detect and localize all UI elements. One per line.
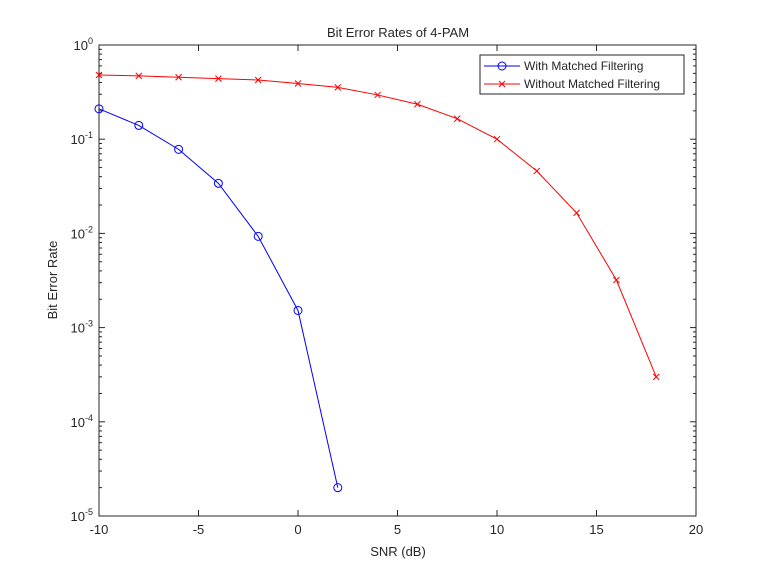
series-1-point (493, 135, 501, 143)
plot-area (98, 44, 697, 517)
series-1-point (135, 72, 143, 80)
series-0-point (174, 144, 184, 154)
series-1-point (175, 73, 182, 81)
series-1-point (374, 91, 381, 99)
x-tick-label: 0 (294, 522, 301, 537)
y-tick-label: 10-3 (71, 319, 93, 336)
series-1-point (254, 76, 262, 84)
x-tick-label: 10 (490, 522, 504, 537)
x-tick-label: -10 (90, 522, 109, 537)
series-1-point (613, 276, 620, 284)
y-tick-base: 10 (71, 321, 85, 336)
y-tick-base: 10 (71, 226, 85, 241)
legend: With Matched Filtering Without Matched Fi… (479, 54, 685, 95)
y-tick-base: 10 (74, 38, 88, 53)
y-tick-exponent: -5 (85, 507, 93, 517)
y-tick-label: 100 (74, 36, 93, 53)
series-0-point (134, 120, 144, 130)
y-tick-exponent: -3 (85, 319, 93, 329)
y-tick-base: 10 (71, 509, 85, 524)
series-1-point (573, 209, 580, 217)
series-1-point (215, 75, 222, 82)
series-1-point (95, 71, 103, 79)
series-1-point (294, 80, 302, 87)
series-0-point (333, 483, 343, 493)
legend-marker (497, 61, 507, 71)
x-axis-label: SNR (dB) (370, 544, 426, 559)
series-layer (94, 71, 660, 493)
y-tick-label: 10-2 (71, 224, 93, 241)
series-1-point (414, 100, 421, 108)
y-tick-exponent: -4 (85, 413, 93, 423)
y-tick-base: 10 (71, 132, 85, 147)
series-0-point (253, 231, 263, 241)
series-0-point (293, 305, 303, 315)
x-tick-label: 20 (689, 522, 703, 537)
series-0-point (94, 104, 104, 114)
series-1-point (334, 84, 342, 91)
series-0-point (213, 178, 223, 188)
x-tick-label: 5 (394, 522, 401, 537)
x-tick-label: -5 (193, 522, 205, 537)
series-0-line (98, 108, 339, 488)
legend-box (479, 54, 685, 95)
legend-marker (498, 80, 506, 88)
chart-title: Bit Error Rates of 4-PAM (327, 25, 469, 40)
y-tick-exponent: -2 (85, 224, 93, 234)
y-tick-exponent: -1 (85, 130, 93, 140)
y-axis-label: Bit Error Rate (45, 241, 60, 320)
y-tick-label: 10-4 (71, 413, 93, 430)
series-1-point (533, 167, 541, 175)
series-1-point (453, 115, 461, 123)
legend-label: With Matched Filtering (524, 59, 643, 73)
y-tick-label: 10-1 (71, 130, 93, 147)
y-tick-base: 10 (71, 415, 85, 430)
y-tick-exponent: 0 (88, 36, 93, 46)
legend-label: Without Matched Filtering (524, 77, 660, 91)
y-tick-label: 10-5 (71, 507, 93, 524)
series-1-point (652, 373, 660, 381)
plot-frame (98, 44, 697, 517)
x-tick-label: 15 (589, 522, 603, 537)
